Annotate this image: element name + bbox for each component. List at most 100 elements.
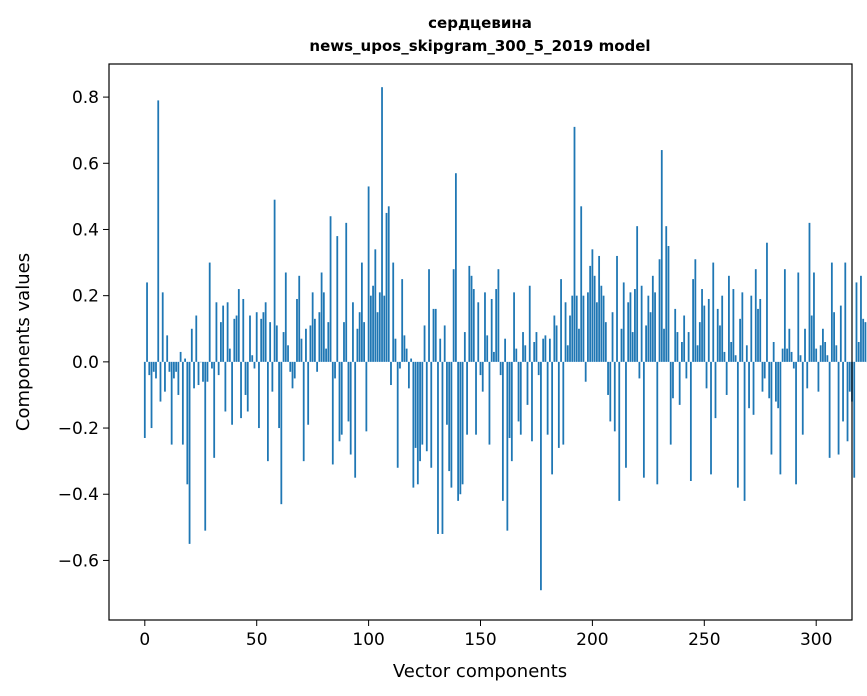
bar-component-121 — [414, 361, 417, 448]
bar-component-39 — [231, 361, 233, 425]
bar-component-150 — [479, 361, 482, 376]
bar-component-254 — [712, 262, 715, 362]
bar-component-164 — [510, 361, 513, 462]
bar-component-126 — [425, 361, 428, 452]
bar-component-17 — [181, 361, 184, 445]
bar-component-242 — [685, 361, 688, 379]
bar-component-21 — [190, 328, 193, 362]
bar-component-10 — [166, 335, 169, 362]
bar-component-73 — [307, 361, 310, 425]
bar-component-82 — [327, 322, 330, 362]
x-tick-label: 300 — [800, 630, 832, 650]
bar-component-168 — [519, 361, 522, 435]
bar-component-98 — [363, 322, 366, 362]
x-tick-label: 0 — [139, 630, 150, 650]
bar-component-15 — [177, 361, 180, 395]
bar-component-112 — [394, 338, 397, 362]
bar-component-133 — [441, 361, 444, 534]
bar-component-263 — [732, 289, 735, 362]
bar-component-220 — [636, 226, 639, 362]
bar-component-156 — [493, 351, 495, 362]
bar-component-152 — [484, 292, 486, 362]
bar-component-201 — [593, 275, 596, 362]
bar-component-63 — [284, 272, 287, 362]
bar-component-123 — [419, 361, 421, 462]
bar-component-146 — [470, 275, 473, 362]
bar-component-11 — [168, 361, 171, 372]
bar-component-148 — [475, 361, 477, 435]
bar-component-226 — [649, 312, 652, 362]
bar-component-53 — [262, 312, 265, 362]
bar-component-114 — [399, 361, 401, 369]
bar-component-46 — [246, 361, 249, 412]
bar-component-144 — [466, 361, 468, 435]
bar-component-120 — [412, 361, 415, 488]
bar-component-230 — [658, 259, 661, 362]
bar-component-296 — [806, 361, 809, 389]
bar-component-300 — [815, 348, 818, 362]
bar-component-5 — [155, 361, 157, 379]
bar-component-74 — [309, 325, 312, 362]
x-tick-label: 50 — [246, 630, 268, 650]
bar-component-229 — [656, 361, 659, 485]
bar-component-319 — [857, 342, 860, 362]
bar-component-216 — [627, 302, 630, 362]
bar-component-60 — [278, 361, 280, 429]
bar-component-293 — [799, 355, 802, 362]
bar-component-122 — [416, 361, 419, 485]
y-tick-label: 0.2 — [72, 287, 99, 307]
bar-component-209 — [611, 312, 614, 362]
bar-component-285 — [781, 348, 784, 362]
bar-component-311 — [839, 305, 842, 362]
bar-component-90 — [345, 222, 348, 362]
bar-component-119 — [410, 358, 413, 362]
bar-component-264 — [734, 355, 737, 362]
bar-component-117 — [405, 348, 408, 362]
bar-component-166 — [515, 348, 518, 362]
x-axis: 0 50 100 150 200 250 300 — [139, 620, 832, 650]
bar-component-136 — [448, 361, 451, 472]
bar-component-157 — [495, 289, 498, 362]
bar-component-45 — [244, 361, 247, 395]
bar-component-289 — [790, 351, 793, 362]
x-tick-label: 250 — [688, 630, 720, 650]
bar-component-2 — [148, 361, 151, 376]
y-axis-label: Components values — [13, 253, 34, 431]
bar-component-127 — [428, 269, 430, 362]
bar-component-195 — [580, 206, 583, 362]
bar-component-18 — [184, 358, 186, 362]
bar-component-52 — [260, 318, 263, 362]
bar-component-184 — [555, 325, 558, 362]
bar-component-105 — [378, 292, 381, 362]
bar-component-239 — [678, 361, 681, 405]
bar-component-237 — [674, 308, 677, 362]
bar-component-183 — [553, 315, 556, 362]
bar-component-97 — [360, 262, 363, 362]
bar-component-75 — [311, 292, 314, 362]
bar-component-35 — [222, 305, 225, 362]
bar-component-248 — [698, 322, 701, 362]
bar-component-299 — [813, 272, 815, 362]
bar-component-70 — [300, 338, 303, 362]
bar-component-241 — [683, 315, 686, 362]
bar-component-44 — [242, 298, 245, 362]
bar-component-294 — [801, 361, 804, 435]
y-tick-label: 0.4 — [72, 220, 99, 240]
x-tick-label: 200 — [576, 630, 608, 650]
bar-component-185 — [557, 361, 560, 448]
bar-component-64 — [287, 345, 289, 362]
bar-component-140 — [457, 361, 460, 501]
bar-component-187 — [562, 361, 565, 445]
bar-component-87 — [338, 361, 341, 442]
bar-component-284 — [779, 361, 782, 475]
bar-component-113 — [396, 361, 399, 468]
bar-component-189 — [566, 345, 569, 362]
bar-component-32 — [215, 302, 218, 362]
bar-component-89 — [343, 322, 345, 362]
bar-component-167 — [517, 361, 520, 422]
chart-subtitle: news_upos_skipgram_300_5_2019 model — [309, 37, 650, 55]
bar-component-125 — [423, 325, 426, 362]
bar-component-305 — [826, 355, 829, 362]
bar-component-41 — [235, 315, 238, 362]
